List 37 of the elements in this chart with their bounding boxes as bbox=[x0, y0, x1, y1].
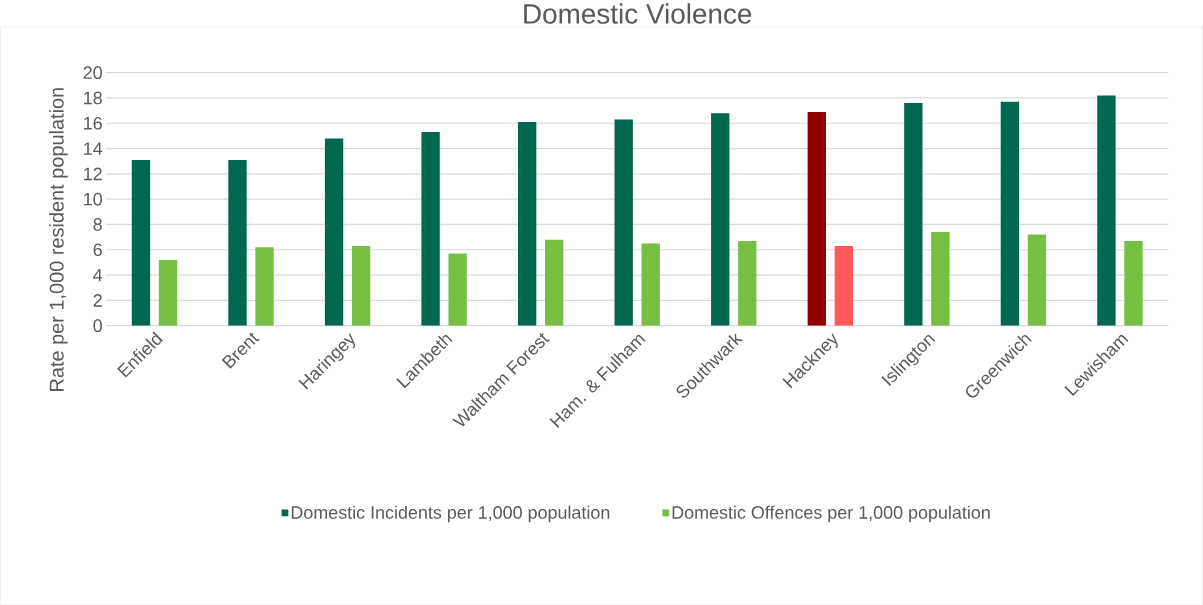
chart-title: Domestic Violence bbox=[524, 3, 752, 24]
bar bbox=[517, 121, 537, 326]
bar bbox=[614, 119, 633, 326]
y-tick-label: 16 bbox=[84, 116, 102, 130]
bar bbox=[641, 243, 660, 326]
legend-label: Domestic Incidents per 1,000 population bbox=[291, 505, 610, 523]
y-tick-label: 18 bbox=[84, 91, 102, 105]
bar bbox=[545, 239, 564, 326]
bar bbox=[1000, 101, 1020, 326]
y-tick-label: 4 bbox=[93, 268, 103, 282]
bar bbox=[931, 231, 950, 326]
y-tick-label: 10 bbox=[84, 192, 102, 206]
bar bbox=[738, 240, 757, 326]
bar bbox=[904, 102, 923, 326]
bar bbox=[1124, 240, 1143, 326]
y-tick-label: 0 bbox=[93, 319, 102, 332]
bar bbox=[448, 253, 467, 326]
y-tick-label: 6 bbox=[93, 243, 102, 256]
y-tick-label: 12 bbox=[84, 167, 102, 181]
y-tick-label: 20 bbox=[83, 66, 102, 79]
bar bbox=[1027, 234, 1047, 326]
bar bbox=[228, 159, 247, 326]
bar bbox=[834, 245, 853, 326]
bar bbox=[351, 245, 371, 326]
y-tick-label: 2 bbox=[93, 293, 102, 307]
bar bbox=[711, 113, 730, 326]
bar bbox=[255, 247, 274, 326]
bar bbox=[131, 159, 151, 326]
y-tick-label: 14 bbox=[84, 142, 103, 155]
bar bbox=[1097, 95, 1116, 326]
bar bbox=[324, 138, 344, 326]
y-axis-title: Rate per 1,000 resident population bbox=[49, 88, 68, 391]
bar bbox=[807, 111, 826, 326]
y-tick-label: 8 bbox=[93, 218, 102, 231]
bar bbox=[421, 132, 440, 326]
legend-label: Domestic Offences per 1,000 population bbox=[672, 505, 990, 523]
bar bbox=[158, 259, 178, 326]
